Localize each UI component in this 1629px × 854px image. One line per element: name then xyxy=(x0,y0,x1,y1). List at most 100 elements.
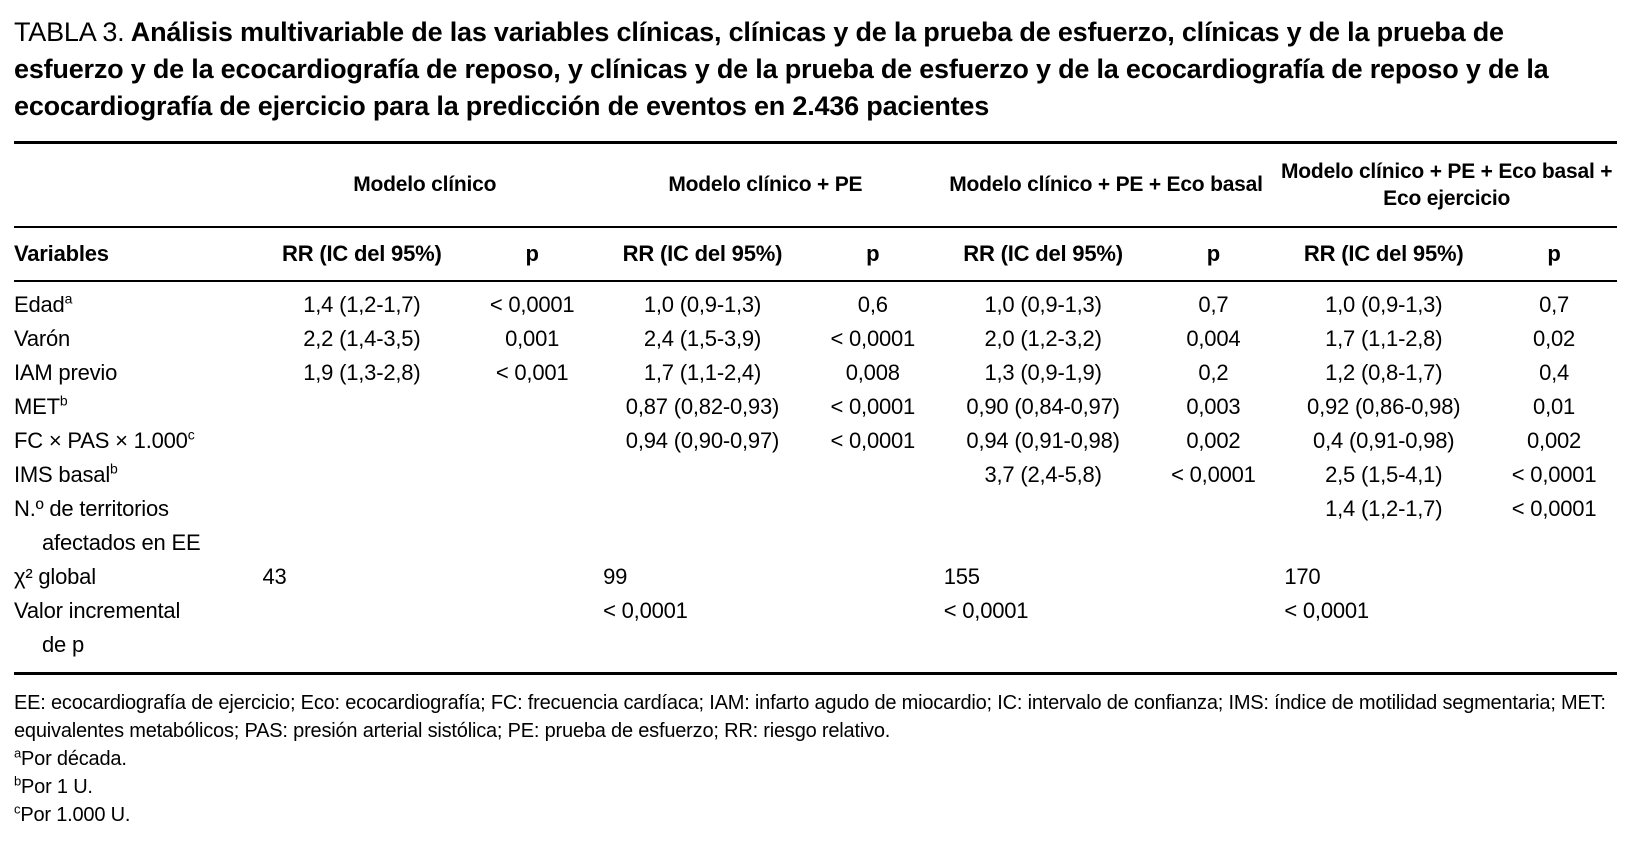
value-cell: 99 xyxy=(603,563,628,589)
table-row: χ² global 43 99 155 170 xyxy=(14,560,1617,594)
value-cell: < 0,0001 xyxy=(830,325,916,351)
value-cell xyxy=(254,424,469,458)
value-cell: 0,008 xyxy=(845,359,900,385)
value-cell: < 0,0001 xyxy=(489,291,575,317)
table-row: Valor incremental de p < 0,0001 < 0,0001 < 0… xyxy=(14,594,1617,662)
rr-column-header-2: RR (IC del 95%) xyxy=(595,226,810,282)
value-cell: 0,92 (0,86-0,98) xyxy=(1307,393,1461,419)
value-cell: 0,4 (0,91-0,98) xyxy=(1313,427,1455,453)
footnote-c: cPor 1.000 U. xyxy=(14,801,1617,829)
row-variable-label: IAM previo xyxy=(14,359,118,385)
value-cell: 0,90 (0,84-0,97) xyxy=(966,393,1120,419)
value-cell: 1,0 (0,9-1,3) xyxy=(984,291,1102,317)
table-row: N.º de territorios afectados en EE 1,4 (1,… xyxy=(14,492,1617,560)
group-header-modelo-clinico-pe-eco-basal-eco-ejercicio: Modelo clínico + PE + Eco basal + Eco ej… xyxy=(1276,142,1617,228)
value-cell: 0,002 xyxy=(1527,427,1582,453)
value-cell: 1,4 (1,2-1,7) xyxy=(1325,495,1443,521)
model-group-header-row: Modelo clínico Modelo clínico + PE Model… xyxy=(14,142,1617,228)
value-cell: 0,87 (0,82-0,93) xyxy=(625,393,780,419)
value-cell: < 0,0001 xyxy=(943,597,1029,623)
value-cell xyxy=(1150,492,1276,560)
p-column-header-2: p xyxy=(809,226,936,282)
footnote-c-text: Por 1.000 U. xyxy=(20,803,131,826)
abbreviations-note: EE: ecocardiografía de ejercicio; Eco: e… xyxy=(14,691,1606,742)
value-cell: 3,7 (2,4-5,8) xyxy=(984,461,1102,487)
value-cell: 0,6 xyxy=(857,291,888,317)
value-cell xyxy=(469,390,595,424)
value-cell: 0,7 xyxy=(1539,291,1570,317)
value-cell: < 0,0001 xyxy=(1511,495,1597,521)
table-body: Edada 1,4 (1,2-1,7) < 0,0001 1,0 (0,9-1,3) 0… xyxy=(14,281,1617,662)
value-cell xyxy=(810,492,936,560)
value-cell: 170 xyxy=(1284,563,1321,589)
value-cell: 43 xyxy=(262,563,287,589)
p-column-header-3: p xyxy=(1150,226,1277,282)
value-cell xyxy=(469,458,595,492)
table-title: TABLA 3. Análisis multivariable de las v… xyxy=(14,14,1617,125)
row-variable-label: METb xyxy=(14,392,68,419)
p-column-header-4: p xyxy=(1491,226,1617,282)
column-header-row: Variables RR (IC del 95%) p RR (IC del 9… xyxy=(14,226,1617,282)
row-variable-label: Edada xyxy=(14,290,73,317)
table-row: IMS basalb 3,7 (2,4-5,8) < 0,0001 2,5 (1,5-… xyxy=(14,458,1617,492)
footnote-a-marker: a xyxy=(14,744,22,760)
value-cell: 0,002 xyxy=(1186,427,1241,453)
footnote-b-text: Por 1 U. xyxy=(21,775,93,798)
value-cell xyxy=(469,492,595,560)
rr-column-header-3: RR (IC del 95%) xyxy=(935,226,1151,282)
value-cell: 0,003 xyxy=(1186,393,1241,419)
row-variable-label: N.º de territorios afectados en EE xyxy=(14,495,201,555)
value-cell: 1,3 (0,9-1,9) xyxy=(984,359,1102,385)
row-variable-label: FC × PAS × 1.000c xyxy=(14,426,195,453)
table-number-label: TABLA 3. xyxy=(14,17,125,47)
value-cell: 0,004 xyxy=(1186,325,1241,351)
group-header-modelo-clinico-pe-eco-basal: Modelo clínico + PE + Eco basal xyxy=(935,142,1277,228)
value-cell xyxy=(595,492,810,560)
group-header-modelo-clinico: Modelo clínico xyxy=(254,142,596,228)
value-cell: 2,2 (1,4-3,5) xyxy=(303,325,421,351)
rr-column-header-4: RR (IC del 95%) xyxy=(1276,226,1492,282)
value-cell xyxy=(595,458,810,492)
footnote-b: bPor 1 U. xyxy=(14,773,1617,801)
row-variable-label: IMS basalb xyxy=(14,460,118,487)
value-cell xyxy=(254,594,595,662)
footnote-a: aPor década. xyxy=(14,745,1617,773)
value-cell: 2,4 (1,5-3,9) xyxy=(643,325,762,351)
value-cell: 0,01 xyxy=(1533,393,1576,419)
multivariable-analysis-table: Modelo clínico Modelo clínico + PE Model… xyxy=(14,141,1617,662)
table-row: Edada 1,4 (1,2-1,7) < 0,0001 1,0 (0,9-1,3) 0… xyxy=(14,281,1617,322)
value-cell: 1,7 (1,1-2,8) xyxy=(1325,325,1443,351)
table-row: IAM previo 1,9 (1,3-2,8) < 0,001 1,7 (1,1-2… xyxy=(14,356,1617,390)
variables-column-header: Variables xyxy=(14,226,255,282)
value-cell: 0,7 xyxy=(1198,291,1229,317)
table-row: Varón 2,2 (1,4-3,5) 0,001 2,4 (1,5-3,9) < 0,… xyxy=(14,322,1617,356)
value-cell: 1,2 (0,8-1,7) xyxy=(1325,359,1443,385)
value-cell: 2,0 (1,2-3,2) xyxy=(984,325,1102,351)
value-cell: < 0,0001 xyxy=(1511,461,1597,487)
value-cell: 155 xyxy=(943,563,980,589)
value-cell xyxy=(469,424,595,458)
empty-corner-cell xyxy=(14,142,255,228)
table-caption: Análisis multivariable de las variables … xyxy=(14,17,1549,121)
value-cell: 0,94 (0,90-0,97) xyxy=(625,427,780,453)
value-cell: < 0,001 xyxy=(495,359,569,385)
table-row: FC × PAS × 1.000c 0,94 (0,90-0,97) < 0,000… xyxy=(14,424,1617,458)
value-cell: < 0,0001 xyxy=(830,393,916,419)
value-cell: 0,02 xyxy=(1533,325,1576,351)
value-cell: 0,2 xyxy=(1198,359,1229,385)
row-variable-label: χ² global xyxy=(14,563,96,589)
table-footnotes: EE: ecocardiografía de ejercicio; Eco: e… xyxy=(14,689,1617,829)
value-cell: 1,4 (1,2-1,7) xyxy=(303,291,421,317)
footnote-a-text: Por década. xyxy=(21,747,127,770)
row-variable-label: Valor incremental de p xyxy=(14,597,181,657)
value-cell xyxy=(254,458,469,492)
value-cell: 0,4 xyxy=(1539,359,1570,385)
row-variable-label: Varón xyxy=(14,325,71,351)
value-cell: < 0,0001 xyxy=(1171,461,1256,487)
value-cell: 1,9 (1,3-2,8) xyxy=(303,359,421,385)
value-cell: 0,001 xyxy=(505,325,560,351)
value-cell: < 0,0001 xyxy=(603,597,688,623)
group-header-modelo-clinico-pe: Modelo clínico + PE xyxy=(595,142,936,228)
value-cell xyxy=(254,390,469,424)
